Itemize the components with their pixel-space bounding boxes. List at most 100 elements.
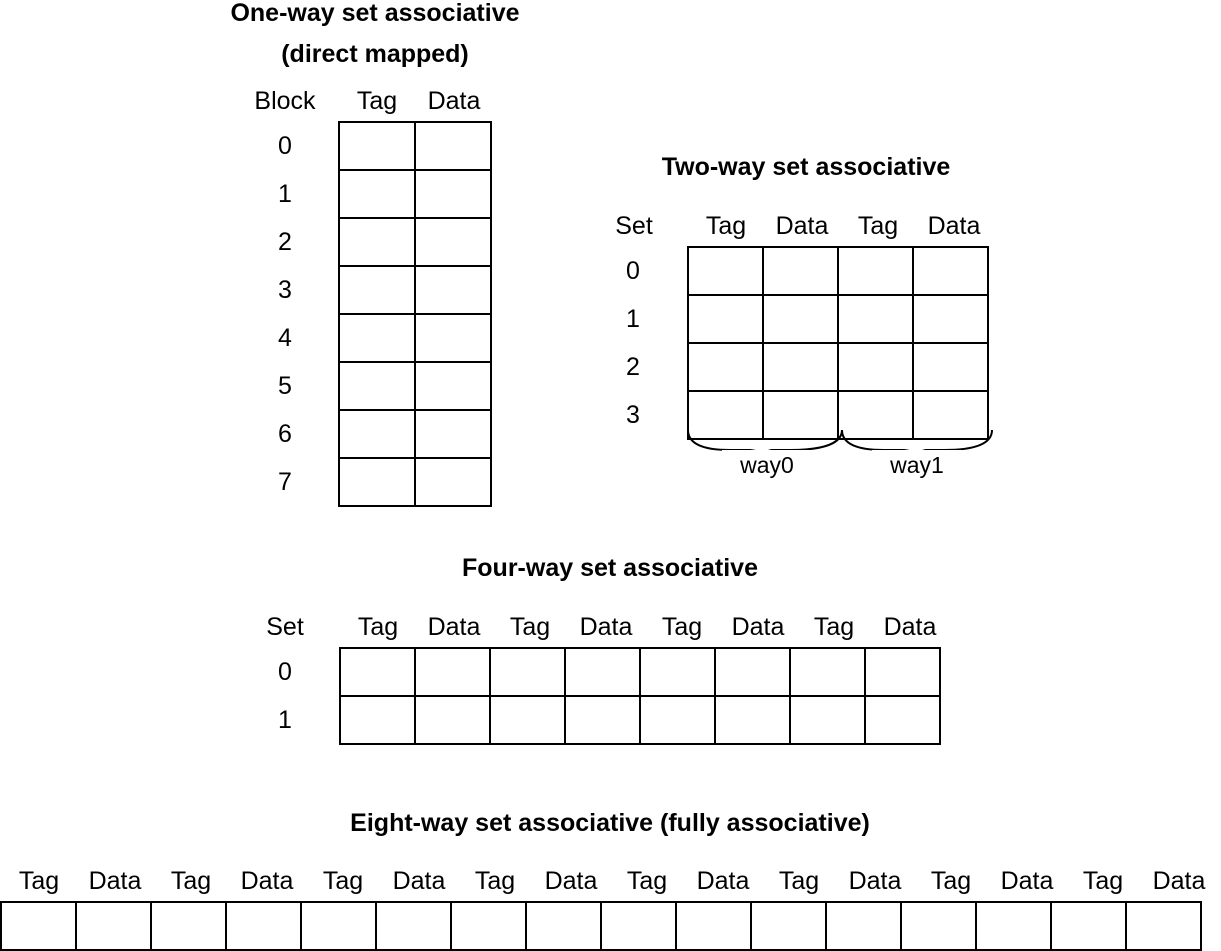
cache-cell (414, 169, 492, 219)
cache-cell (564, 695, 641, 745)
cache-cell (75, 901, 152, 951)
cache-cell (789, 695, 866, 745)
cache-cell (414, 647, 491, 697)
cache-cell (0, 901, 77, 951)
cache-cell (339, 695, 416, 745)
cache-cell (975, 901, 1052, 951)
cache-cell (714, 695, 791, 745)
eight-way-column-header: Tag (1082, 867, 1124, 895)
eight-way-column-header: Tag (930, 867, 972, 895)
cache-cell (414, 217, 492, 267)
cache-cell (414, 361, 492, 411)
cache-cell (837, 294, 914, 344)
grid-row (338, 121, 492, 171)
cache-cell (338, 217, 416, 267)
one-way-row-label: 5 (278, 372, 292, 400)
eight-way-column-header: Tag (474, 867, 516, 895)
two-way-column-header: Data (927, 212, 981, 240)
eight-way-column-header: Tag (626, 867, 668, 895)
cache-cell (338, 169, 416, 219)
cache-cell (450, 901, 527, 951)
eight-way-title: Eight-way set associative (fully associa… (350, 809, 870, 837)
one-way-column-header: Tag (356, 87, 398, 115)
eight-way-grid (0, 901, 1202, 951)
grid-row (339, 695, 941, 745)
grid-row (687, 342, 989, 392)
cache-cell (864, 695, 941, 745)
one-way-row-label: 1 (278, 180, 292, 208)
cache-cell (789, 647, 866, 697)
four-way-row-header: Set (266, 613, 304, 641)
grid-row (339, 647, 941, 697)
cache-cell (762, 390, 839, 440)
one-way-row-label: 6 (278, 420, 292, 448)
grid-row (0, 901, 1202, 951)
eight-way-column-header: Tag (778, 867, 820, 895)
cache-cell (912, 390, 989, 440)
cache-cell (912, 246, 989, 296)
cache-cell (414, 409, 492, 459)
cache-cell (414, 121, 492, 171)
grid-row (338, 217, 492, 267)
four-way-column-header: Tag (357, 613, 399, 641)
cache-cell (375, 901, 452, 951)
eight-way-column-header: Data (848, 867, 902, 895)
cache-cell (762, 294, 839, 344)
cache-cell (639, 695, 716, 745)
cache-cell (414, 265, 492, 315)
eight-way-column-header: Data (240, 867, 294, 895)
two-way-row-label: 1 (626, 305, 640, 333)
cache-cell (687, 294, 764, 344)
cache-cell (338, 265, 416, 315)
four-way-column-header: Tag (813, 613, 855, 641)
cache-cell (338, 361, 416, 411)
cache-cell (762, 342, 839, 392)
grid-row (338, 265, 492, 315)
cache-cell (150, 901, 227, 951)
grid-row (687, 294, 989, 344)
two-way-title: Two-way set associative (661, 153, 951, 181)
cache-cell (912, 342, 989, 392)
cache-cell (300, 901, 377, 951)
two-way-row-label: 0 (626, 257, 640, 285)
eight-way-column-header: Data (88, 867, 142, 895)
cache-cell (639, 647, 716, 697)
four-way-column-header: Data (579, 613, 633, 641)
two-way-row-label: 2 (626, 353, 640, 381)
one-way-row-label: 7 (278, 468, 292, 496)
cache-cell (338, 457, 416, 507)
cache-cell (1125, 901, 1202, 951)
one-way-subtitle: (direct mapped) (281, 40, 469, 68)
grid-row (338, 313, 492, 363)
grid-row (687, 246, 989, 296)
cache-cell (837, 246, 914, 296)
four-way-column-header: Tag (509, 613, 551, 641)
four-way-grid (339, 647, 941, 745)
cache-cell (489, 647, 566, 697)
four-way-column-header: Data (427, 613, 481, 641)
eight-way-column-header: Data (1000, 867, 1054, 895)
cache-cell (414, 313, 492, 363)
two-way-column-header: Tag (705, 212, 747, 240)
one-way-row-label: 0 (278, 132, 292, 160)
four-way-row-label: 1 (278, 706, 292, 734)
cache-cell (489, 695, 566, 745)
cache-cell (338, 409, 416, 459)
cache-cell (687, 342, 764, 392)
cache-cell (1050, 901, 1127, 951)
cache-cell (564, 647, 641, 697)
one-way-grid (338, 121, 492, 507)
four-way-title: Four-way set associative (462, 554, 758, 582)
cache-cell (750, 901, 827, 951)
one-way-row-label: 3 (278, 276, 292, 304)
eight-way-column-header: Data (696, 867, 750, 895)
eight-way-column-header: Data (1152, 867, 1206, 895)
eight-way-column-header: Data (392, 867, 446, 895)
eight-way-column-header: Tag (322, 867, 364, 895)
two-way-column-header: Tag (857, 212, 899, 240)
cache-cell (912, 294, 989, 344)
cache-cell (825, 901, 902, 951)
cache-cell (339, 647, 416, 697)
four-way-column-header: Data (731, 613, 785, 641)
two-way-row-header: Set (615, 212, 653, 240)
